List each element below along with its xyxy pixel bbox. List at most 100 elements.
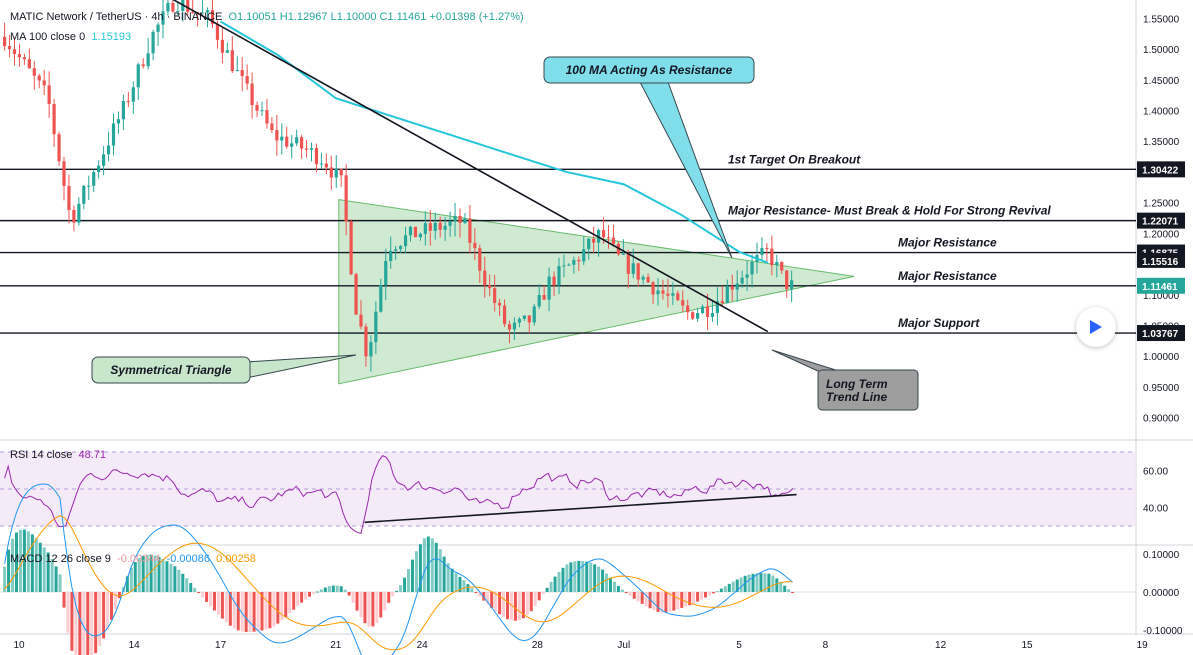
macd-histogram-bar (735, 579, 739, 592)
candle (146, 53, 150, 67)
callout-triangle (91, 356, 251, 384)
macd-histogram-bar (94, 592, 98, 654)
macd-histogram-bar (125, 576, 129, 592)
macd-histogram-bar (371, 592, 375, 627)
macd-histogram-bar (212, 592, 216, 611)
price-tick-label: 1.00000 (1143, 352, 1180, 363)
replay-button[interactable] (1076, 307, 1116, 347)
candle (750, 262, 754, 275)
macd-histogram-bar (652, 592, 656, 611)
macd-histogram-bar (490, 592, 494, 609)
macd-histogram-bar (446, 563, 450, 592)
macd-histogram-bar (113, 592, 117, 610)
candle (547, 276, 551, 300)
macd-histogram-bar (11, 538, 15, 592)
time-tick-label: 12 (935, 640, 947, 651)
macd-line-value: -0.00086 (166, 553, 211, 565)
macd-histogram-bar (585, 561, 589, 592)
macd-tick-label: 0.00000 (1143, 588, 1180, 599)
macd-histogram-bar (771, 575, 775, 592)
candle (319, 163, 323, 165)
macd-histogram-bar (688, 592, 692, 606)
time-tick-label: Jul (617, 640, 630, 651)
candle (215, 23, 220, 40)
candle (498, 302, 502, 306)
candle (349, 221, 353, 275)
macd-histogram-bar (252, 592, 256, 632)
candle (557, 266, 561, 286)
macd-histogram-bar (236, 592, 240, 631)
candle (478, 248, 482, 271)
macd-histogram-bar (581, 561, 585, 592)
macd-histogram-bar (272, 592, 276, 627)
level-note-2: Major Resistance (898, 236, 997, 250)
candle (458, 215, 462, 223)
price-tick-label: 1.25000 (1143, 199, 1180, 210)
candle (57, 134, 61, 162)
macd-histogram-bar (664, 592, 668, 613)
macd-histogram-bar (300, 592, 304, 603)
macd-histogram-bar (311, 592, 315, 594)
candle (537, 294, 541, 307)
rsi-tick-label: 40.00 (1143, 504, 1168, 515)
candle (715, 301, 719, 314)
macd-histogram-bar (38, 542, 42, 592)
candle (389, 250, 393, 261)
macd-histogram-bar (280, 592, 284, 621)
macd-histogram-bar (601, 569, 605, 592)
macd-histogram-bar (173, 566, 177, 592)
macd-legend: MACD 12 26 close 9 -0.00344 -0.00086 0.0… (10, 553, 256, 565)
callout-trendline-text: Long Term (826, 377, 888, 391)
price-badge-label: 1.30422 (1142, 165, 1179, 176)
candle (131, 87, 135, 102)
candle (394, 249, 398, 251)
macd-histogram-bar (719, 588, 723, 592)
macd-histogram-bar (256, 592, 260, 632)
price-badge (1137, 161, 1185, 178)
candle (186, 0, 190, 12)
candle (141, 64, 145, 67)
candle (710, 313, 715, 317)
candle (502, 305, 507, 325)
macd-histogram-bar (98, 592, 102, 647)
macd-histogram-bar (783, 585, 787, 592)
candle (651, 282, 655, 295)
macd-histogram-bar (3, 566, 7, 592)
candle (314, 148, 319, 165)
macd-histogram-bar (74, 592, 78, 655)
level-note-4: Major Support (898, 316, 980, 330)
candle (631, 263, 635, 274)
candle (309, 148, 314, 150)
macd-histogram-bar (414, 551, 418, 592)
candle (720, 301, 724, 304)
macd-histogram-bar (66, 592, 70, 633)
macd-histogram-bar (498, 592, 502, 615)
macd-histogram-bar (787, 589, 791, 592)
ohlc-values: O1.10051 H1.12967 L1.10000 C1.11461 +0.0… (228, 11, 524, 23)
macd-histogram-bar (165, 561, 169, 592)
macd-tick-label: -0.10000 (1143, 626, 1183, 637)
macd-histogram-bar (410, 559, 414, 592)
candle (82, 185, 86, 204)
candle (364, 326, 368, 357)
macd-histogram-bar (110, 592, 114, 620)
macd-histogram-bar (450, 568, 454, 592)
candle (339, 169, 343, 176)
macd-histogram-bar (759, 573, 763, 592)
time-tick-label: 5 (736, 640, 742, 651)
macd-histogram-bar (715, 591, 719, 593)
macd-histogram-bar (624, 592, 628, 593)
macd-histogram-bar (644, 592, 648, 607)
candle (745, 274, 749, 278)
callout-trendline (817, 369, 919, 411)
macd-histogram-bar (248, 592, 252, 633)
macd-histogram-bar (486, 592, 490, 605)
macd-histogram-bar (260, 592, 264, 631)
macd-histogram-bar (640, 592, 644, 604)
macd-histogram-bar (78, 592, 82, 655)
candle (488, 285, 492, 289)
candle (438, 222, 442, 230)
macd-histogram-bar (751, 573, 755, 592)
macd-histogram-bar (676, 592, 680, 610)
